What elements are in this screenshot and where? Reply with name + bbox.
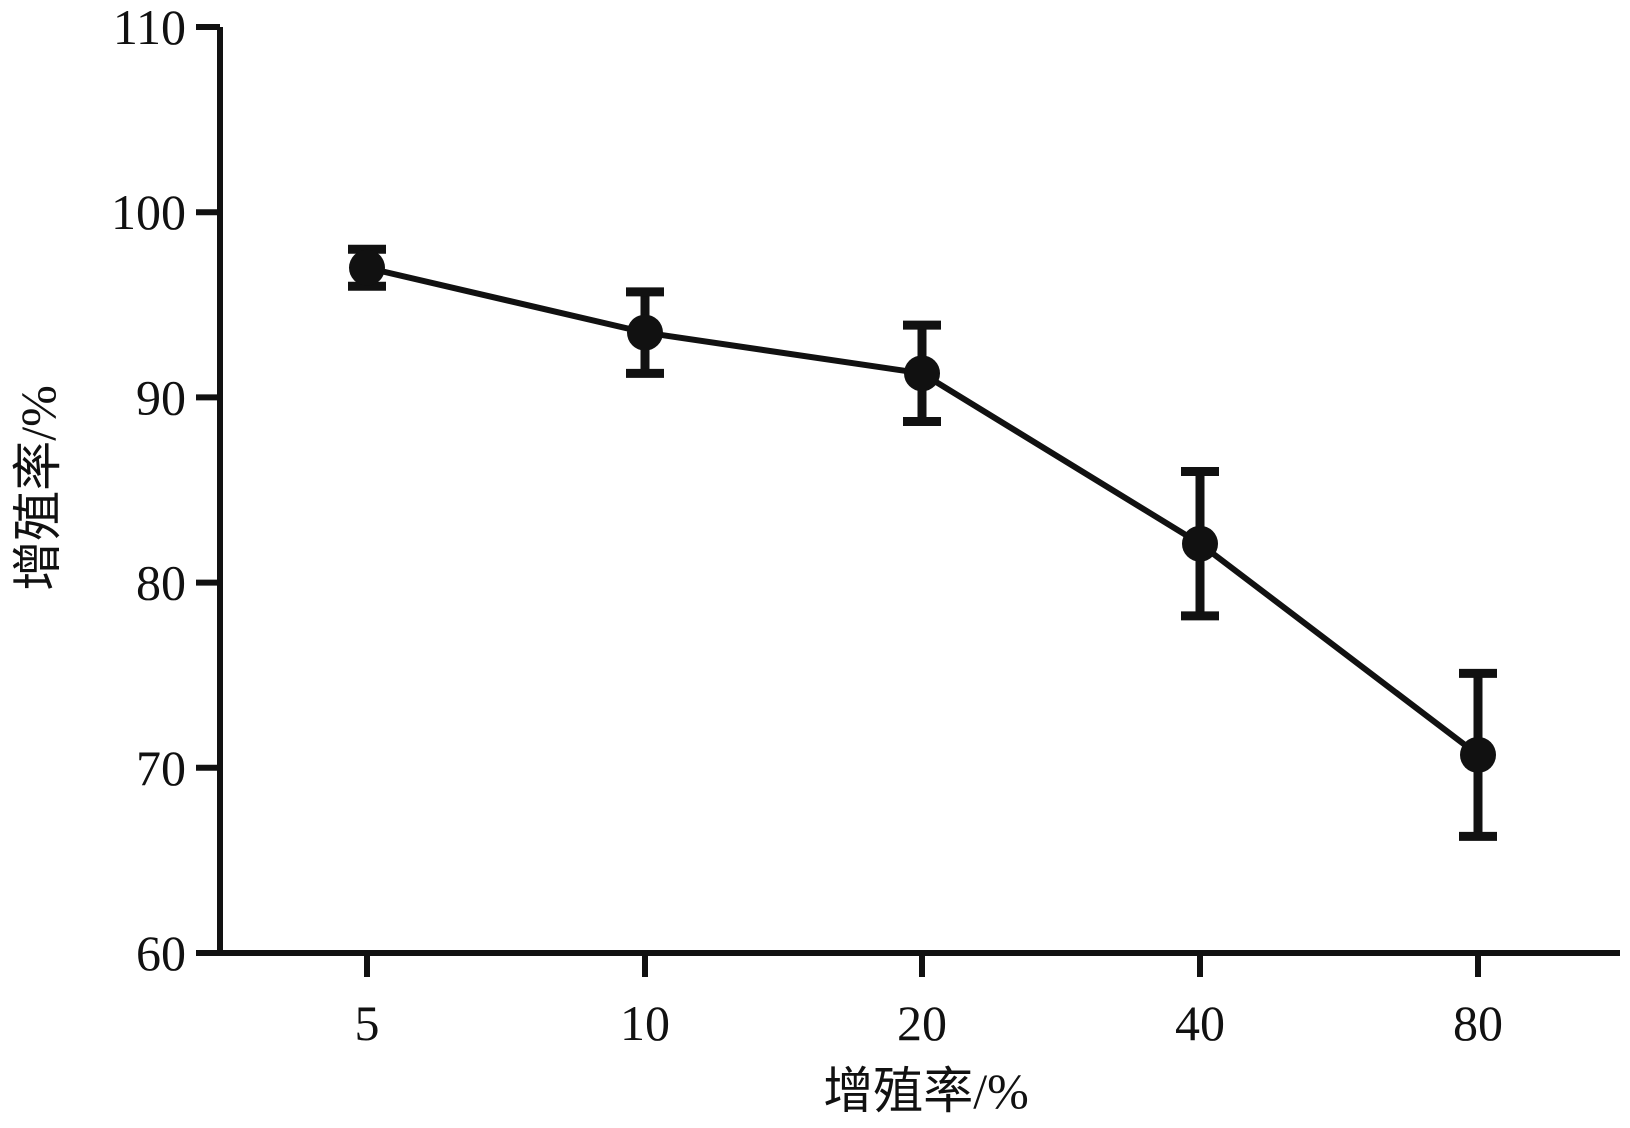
y-tick-label: 110 [113,0,186,55]
axes: 60 70 80 90 100 110 5 10 20 40 80 [111,0,1620,1051]
data-point [349,249,385,286]
y-tick-label: 90 [136,369,186,425]
data-point [904,355,940,392]
y-tick-label: 60 [136,925,186,981]
x-tick-label: 20 [897,995,947,1051]
y-tick-label: 70 [136,740,186,796]
data-point [627,314,663,351]
data-point [1460,736,1496,773]
x-axis-title: 增殖率/% [823,1063,1029,1119]
series-layer [348,244,1497,841]
y-tick-label: 100 [111,184,186,240]
x-tick-label: 80 [1453,995,1503,1051]
y-tick-label: 80 [136,555,186,611]
x-tick-label: 5 [355,995,380,1051]
y-axis-title: 增殖率/% [10,385,66,591]
data-point [1182,525,1218,562]
x-tick-label: 10 [620,995,670,1051]
x-tick-label: 40 [1175,995,1225,1051]
